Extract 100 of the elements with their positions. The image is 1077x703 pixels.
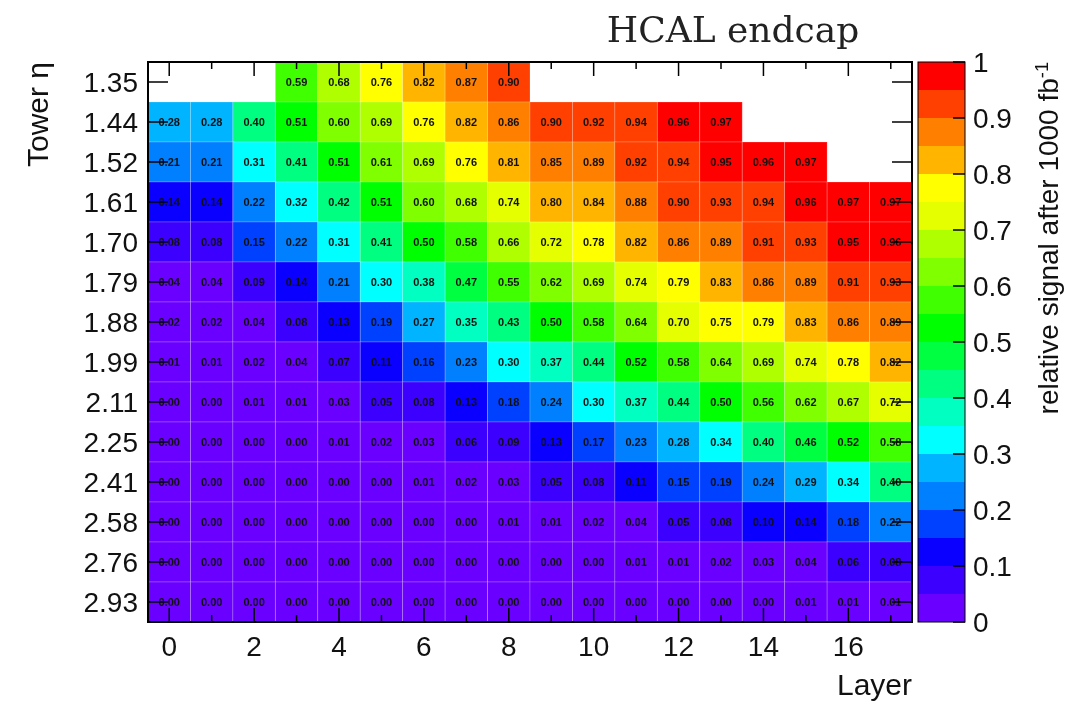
data-label: 0.03 (328, 396, 350, 408)
data-label: 0.00 (667, 596, 690, 608)
data-label: 0.14 (158, 196, 181, 208)
data-label: 0.95 (710, 156, 732, 168)
data-label: 0.58 (582, 316, 605, 328)
data-label: 0.74 (498, 196, 521, 208)
data-label: 0.00 (413, 596, 435, 608)
data-label: 0.72 (540, 236, 562, 248)
data-label: 0.51 (328, 156, 350, 168)
data-label: 0.01 (667, 556, 690, 568)
data-label: 0.00 (200, 436, 223, 448)
data-label: 0.60 (413, 196, 435, 208)
data-label: 0.24 (752, 476, 776, 488)
data-label: 0.18 (837, 516, 860, 528)
color-bar-label: 0 (973, 607, 989, 638)
data-label: 0.62 (540, 276, 562, 288)
data-label: 0.89 (880, 316, 902, 328)
data-label: 0.00 (752, 596, 775, 608)
data-label: 0.11 (371, 356, 392, 368)
data-label: 0.00 (328, 516, 350, 528)
data-label: 0.05 (370, 396, 393, 408)
data-label: 0.14 (200, 196, 224, 208)
data-label: 0.08 (582, 476, 605, 488)
data-label: 0.00 (200, 556, 223, 568)
x-tick-label: 0 (161, 631, 178, 662)
x-tick-label: 14 (747, 631, 780, 662)
data-label: 0.00 (285, 556, 308, 568)
data-label: 0.83 (795, 316, 817, 328)
data-label: 0.70 (667, 316, 690, 328)
data-label: 0.67 (837, 396, 860, 408)
data-label: 0.09 (243, 276, 265, 288)
data-label: 0.37 (625, 396, 647, 408)
color-scale: 0 0.1 0.2 0.3 0.4 0.5 0.6 0.7 0.8 0.91 (917, 47, 1012, 638)
data-label: 0.28 (200, 116, 223, 128)
data-label: 0.00 (370, 596, 393, 608)
data-label: 0.64 (710, 356, 733, 368)
data-label: 0.91 (752, 236, 775, 248)
data-label: 0.40 (243, 116, 265, 128)
data-label: 0.96 (752, 156, 775, 168)
data-label: 0.21 (328, 276, 350, 288)
chart-title: HCAL endcap (606, 9, 860, 50)
color-bar-label: 0.3 (973, 439, 1012, 470)
data-label: 0.56 (752, 396, 775, 408)
data-label: 0.60 (328, 116, 350, 128)
data-label: 0.91 (837, 276, 860, 288)
data-label: 0.61 (370, 156, 393, 168)
data-label: 0.01 (540, 516, 562, 528)
data-label: 0.04 (243, 316, 266, 328)
y-tick-label: 1.52 (83, 147, 138, 178)
data-label: 0.08 (285, 316, 308, 328)
y-tick-label: 1.88 (83, 307, 138, 338)
data-label: 0.58 (667, 356, 690, 368)
data-label: 0.01 (498, 516, 520, 528)
data-label: 0.05 (667, 516, 690, 528)
data-label: 0.02 (710, 556, 732, 568)
data-label: 0.30 (582, 396, 605, 408)
data-label: 0.21 (158, 156, 180, 168)
data-label: 0.66 (498, 236, 520, 248)
x-tick-label: 8 (500, 631, 517, 662)
data-label: 0.08 (200, 236, 223, 248)
data-label: 0.84 (582, 196, 606, 208)
data-label: 0.00 (243, 556, 265, 568)
x-tick-label: 4 (331, 631, 347, 662)
data-label: 0.18 (498, 396, 520, 408)
data-label: 0.00 (582, 556, 605, 568)
data-label: 0.89 (795, 276, 817, 288)
data-label: 0.00 (285, 476, 308, 488)
data-label: 0.94 (752, 196, 776, 208)
data-label: 0.00 (243, 516, 265, 528)
data-label: 0.27 (413, 316, 435, 328)
data-label: 0.37 (540, 356, 562, 368)
data-label: 0.43 (498, 316, 520, 328)
data-label: 0.55 (498, 276, 520, 288)
data-label: 0.09 (498, 436, 520, 448)
data-label: 0.32 (285, 196, 308, 208)
y-tick-label: 1.61 (83, 187, 138, 218)
x-tick-label: 12 (662, 631, 695, 662)
color-bar-label: 0.4 (973, 383, 1012, 414)
data-label: 0.58 (880, 436, 902, 448)
data-label: 0.13 (455, 396, 478, 408)
data-label: 0.00 (413, 516, 435, 528)
data-label: 0.05 (540, 476, 562, 488)
data-label: 0.93 (795, 236, 817, 248)
y-tick-label: 1.99 (83, 347, 138, 378)
data-label: 0.01 (625, 556, 647, 568)
data-label: 0.00 (243, 476, 265, 488)
color-bar-label: 0.1 (973, 551, 1012, 582)
x-axis-title: Layer (836, 668, 913, 701)
data-label: 0.22 (285, 236, 308, 248)
data-label: 0.00 (455, 556, 478, 568)
data-label: 0.79 (667, 276, 690, 288)
data-label: 0.97 (710, 116, 732, 128)
data-label: 0.87 (455, 76, 478, 88)
data-label: 0.00 (625, 596, 647, 608)
y-tick-label: 2.93 (83, 587, 138, 618)
data-label: 0.23 (455, 356, 478, 368)
x-tick-label: 16 (832, 631, 864, 662)
y-tick-label: 2.58 (83, 507, 138, 538)
data-label: 0.31 (328, 236, 350, 248)
data-label: 0.00 (540, 596, 562, 608)
